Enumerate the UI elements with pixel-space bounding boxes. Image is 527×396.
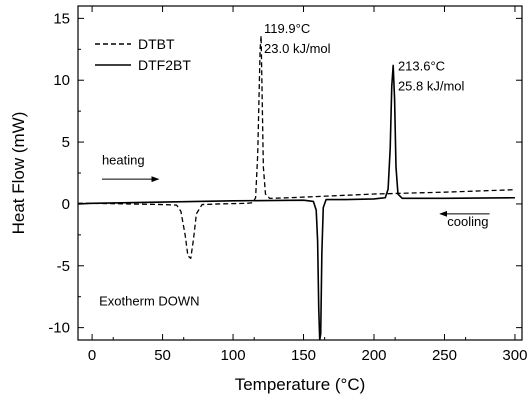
annotation-0: 119.9°C 23.0 kJ/mol	[264, 21, 331, 56]
x-tick-label: 0	[88, 347, 96, 364]
y-tick-label: -10	[48, 320, 70, 337]
annotation-2: heating	[102, 152, 145, 167]
annotation-line: 25.8 kJ/mol	[398, 78, 465, 93]
x-axis-title: Temperature (°C)	[235, 375, 366, 394]
annotation-line: 119.9°C	[264, 21, 310, 36]
axis-ticks: 0 50 100 150 200 250 300 -10 -5 0 5 10 15	[48, 6, 527, 364]
annotation-1: 213.6°C 25.8 kJ/mol	[398, 58, 465, 93]
plot-area: 0 50 100 150 200 250 300 -10 -5 0 5 10 15 119.9°C 23.…	[48, 5, 527, 364]
annotation-layer: 119.9°C 23.0 kJ/mol 213.6°C 25.8 kJ/mol heat…	[99, 21, 490, 308]
y-axis-title: Heat Flow (mW)	[9, 112, 28, 235]
y-tick-label: -5	[57, 258, 70, 275]
legend: DTBT DTF2BT	[95, 36, 191, 73]
y-tick-label: 5	[62, 134, 70, 151]
x-tick-label: 100	[221, 347, 246, 364]
y-tick-label: 15	[53, 10, 70, 27]
annotation-4: Exotherm DOWN	[99, 293, 199, 308]
x-tick-label: 50	[154, 347, 171, 364]
series-layer	[78, 35, 515, 340]
annotation-3: cooling	[447, 214, 488, 229]
legend-label-dtbt: DTBT	[138, 36, 175, 52]
y-tick-label: 10	[53, 72, 70, 89]
annotation-line: 213.6°C	[398, 58, 445, 73]
y-tick-label: 0	[62, 196, 70, 213]
legend-label-dtf2bt: DTF2BT	[138, 57, 191, 73]
series-line-dtbt	[78, 35, 515, 260]
x-tick-label: 300	[502, 347, 527, 364]
x-tick-label: 200	[361, 347, 386, 364]
x-tick-label: 150	[291, 347, 316, 364]
series-line-dtf2bt	[78, 64, 515, 340]
x-tick-label: 250	[432, 347, 457, 364]
annotation-line: 23.0 kJ/mol	[264, 41, 331, 56]
